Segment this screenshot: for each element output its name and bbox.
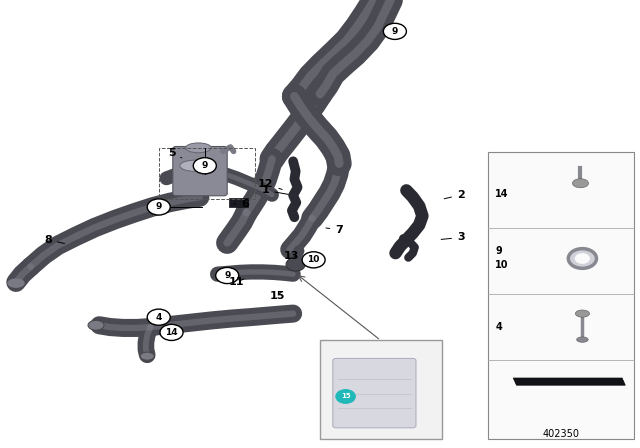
Text: 9: 9 (495, 246, 502, 256)
Text: 5: 5 (168, 148, 182, 158)
Ellipse shape (140, 352, 154, 360)
Text: 2: 2 (444, 190, 465, 200)
Ellipse shape (186, 143, 211, 153)
Ellipse shape (573, 179, 589, 188)
Text: 4: 4 (156, 313, 162, 322)
Circle shape (383, 23, 406, 39)
Circle shape (160, 324, 183, 340)
Circle shape (147, 309, 170, 325)
FancyBboxPatch shape (333, 358, 416, 428)
Text: 12: 12 (258, 179, 282, 190)
Text: 9: 9 (202, 161, 208, 170)
Text: 15: 15 (269, 291, 285, 301)
Ellipse shape (180, 160, 211, 172)
Polygon shape (513, 378, 625, 385)
Text: 15: 15 (340, 393, 351, 400)
Ellipse shape (8, 279, 24, 287)
Circle shape (216, 267, 239, 284)
Text: 7: 7 (326, 225, 343, 235)
Ellipse shape (88, 320, 104, 330)
FancyBboxPatch shape (488, 152, 634, 439)
Text: 9: 9 (156, 202, 162, 211)
Ellipse shape (286, 258, 305, 271)
Text: 14: 14 (495, 190, 509, 199)
Text: 1: 1 (262, 185, 289, 195)
Circle shape (147, 199, 170, 215)
Text: 402350: 402350 (542, 429, 579, 439)
FancyBboxPatch shape (320, 340, 442, 439)
Text: 9: 9 (224, 271, 230, 280)
Text: 8: 8 (44, 235, 65, 245)
Text: 3: 3 (441, 233, 465, 242)
Ellipse shape (577, 337, 588, 342)
Text: 9: 9 (392, 27, 398, 36)
Bar (229, 198, 248, 207)
FancyBboxPatch shape (173, 146, 227, 196)
Circle shape (568, 249, 596, 268)
Circle shape (575, 253, 590, 264)
Text: 14: 14 (165, 328, 178, 337)
Circle shape (193, 158, 216, 174)
Text: 10: 10 (495, 260, 509, 270)
Ellipse shape (575, 310, 589, 317)
Text: 10: 10 (307, 255, 320, 264)
Circle shape (336, 390, 355, 403)
Text: 4: 4 (495, 322, 502, 332)
Text: 6: 6 (234, 199, 249, 209)
Text: 11: 11 (229, 277, 244, 287)
Text: 13: 13 (284, 251, 299, 261)
Circle shape (302, 252, 325, 268)
